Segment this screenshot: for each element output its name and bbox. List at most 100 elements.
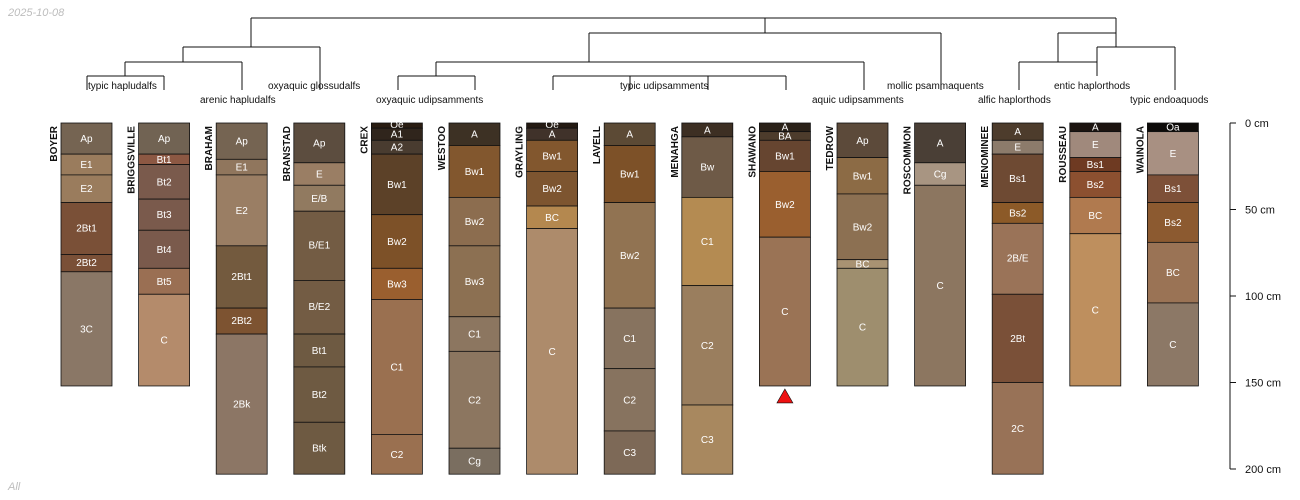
horizon-label: A2 <box>391 143 404 154</box>
profile-name: BRANSTAD <box>282 126 293 181</box>
horizon-label: Bw3 <box>465 277 485 288</box>
horizon-label: Bs2 <box>1009 208 1027 219</box>
horizon-c1 <box>448 316 501 352</box>
horizon-bs1 <box>991 153 1044 203</box>
profile-name: BRAHAM <box>204 126 215 170</box>
horizon-bs1 <box>1147 174 1199 203</box>
horizon-label: 2Bk <box>233 400 251 411</box>
horizon-label: A <box>626 130 633 141</box>
horizon-bw2 <box>603 202 656 309</box>
horizon-label: Ap <box>236 137 249 148</box>
horizon-c3 <box>603 430 656 475</box>
horizon-bt5 <box>138 267 191 295</box>
profile-name: ROUSSEAU <box>1058 126 1069 183</box>
horizon-label: E2 <box>80 184 93 195</box>
profile-tedrow: TEDROW Ap Bw1 Bw2 BC C <box>825 122 889 387</box>
horizon-label: BC <box>545 213 559 224</box>
profile-menahga: MENAHGA A Bw C1 C2 C3 <box>670 122 734 475</box>
footer-label: All <box>8 481 21 493</box>
horizon-c2 <box>681 285 734 406</box>
horizon-label: 2B/E <box>1007 254 1029 265</box>
horizon-label: C1 <box>701 237 714 248</box>
horizon-bw3 <box>370 267 423 300</box>
horizon-btk <box>293 421 346 475</box>
horizon-2bt <box>991 293 1044 383</box>
horizon-label: BC <box>1088 211 1102 222</box>
horizon-2bt1 <box>60 202 113 255</box>
horizon-label: Bw <box>700 163 715 174</box>
horizon-c <box>138 293 191 387</box>
horizon-e <box>1069 131 1122 158</box>
horizon-label: 2C <box>1011 424 1024 435</box>
horizon-label: C <box>1092 305 1099 316</box>
horizon-e2 <box>215 174 268 247</box>
horizon-c <box>914 184 966 387</box>
horizon-label: E1 <box>236 163 249 174</box>
horizon-c <box>526 228 578 475</box>
axis-tick-label: 0 cm <box>1245 118 1269 130</box>
profile-braham: BRAHAM Ap E1 E2 2Bt1 2Bt2 2Bk <box>204 122 268 475</box>
horizon-bt2 <box>293 366 346 423</box>
horizon-label: Bw1 <box>620 170 640 181</box>
profile-name: TEDROW <box>825 125 836 170</box>
horizon-label: E <box>1092 140 1099 151</box>
horizon-label: C <box>859 323 866 334</box>
profile-name: CREX <box>359 126 370 154</box>
horizon-bs2 <box>1147 202 1199 243</box>
horizon-label: Bw1 <box>387 180 407 191</box>
horizon-bw2 <box>526 171 578 207</box>
horizon-label: 2Bt1 <box>76 223 97 234</box>
profile-roscommon: ROSCOMMON A Cg C <box>903 122 966 387</box>
horizon-label: Bw1 <box>775 151 795 162</box>
horizon-bw1 <box>759 139 811 172</box>
horizon-label: C3 <box>623 448 636 459</box>
horizon-label: Bw1 <box>465 167 485 178</box>
horizon-label: 3C <box>80 324 93 335</box>
profile-name: SHAWANO <box>747 126 758 178</box>
horizon-e <box>1147 131 1199 176</box>
horizon-label: 2Bt2 <box>231 316 252 327</box>
horizon-e/b <box>293 184 346 212</box>
subgroup-label: oxyaquic glossudalfs <box>268 81 360 92</box>
horizon-label: Bt1 <box>312 346 327 357</box>
horizon-2c <box>991 382 1044 475</box>
horizon-b/e2 <box>293 280 346 335</box>
horizon-bc <box>1069 196 1122 235</box>
profile-lavell: LAVELL A Bw1 Bw2 C1 C2 C3 <box>592 122 656 475</box>
horizon-label: Bt2 <box>157 177 172 188</box>
horizon-e2 <box>60 174 113 203</box>
horizon-b/e1 <box>293 210 346 281</box>
horizon-label: Oe <box>390 120 404 131</box>
horizon-label: C <box>1169 340 1176 351</box>
subgroup-label: alfic haplorthods <box>978 95 1051 106</box>
horizon-label: A <box>937 138 944 149</box>
horizon-label: Bw2 <box>775 200 795 211</box>
horizon-label: BC <box>1166 268 1180 279</box>
horizon-bt3 <box>138 198 191 231</box>
horizon-label: Bt2 <box>312 390 327 401</box>
horizon-label: 2Bt1 <box>231 272 252 283</box>
profile-briggsville: BRIGGSVILLE Ap Bt1 Bt2 Bt3 Bt4 Bt5 C <box>127 122 191 387</box>
horizon-bt2 <box>138 164 191 200</box>
axis-tick-label: 50 cm <box>1245 205 1275 217</box>
horizon-label: A <box>471 130 478 141</box>
horizon-bs2 <box>1069 171 1122 198</box>
profile-wainola: WAINOLA Oa E Bs1 Bs2 BC C <box>1135 122 1199 387</box>
horizon-cg <box>448 447 501 475</box>
profile-name: GRAYLING <box>515 126 526 178</box>
subgroup-label: typic endoaquods <box>1130 95 1208 106</box>
horizon-label: Bs1 <box>1164 184 1182 195</box>
horizon-c2 <box>370 433 423 475</box>
horizon-label: C <box>160 336 167 347</box>
horizon-label: Bs1 <box>1087 160 1105 171</box>
horizon-label: C2 <box>468 395 481 406</box>
subgroup-label: arenic hapludalfs <box>200 95 276 106</box>
horizon-label: A1 <box>391 130 404 141</box>
horizon-label: Bw3 <box>387 279 407 290</box>
subgroup-label: oxyaquic udipsamments <box>376 95 483 106</box>
horizon-c <box>836 267 889 387</box>
subgroup-labels: typic hapludalfs arenic hapludalfs oxyaq… <box>88 81 1208 106</box>
profile-name: BRIGGSVILLE <box>127 126 138 194</box>
horizon-label: C <box>548 347 555 358</box>
